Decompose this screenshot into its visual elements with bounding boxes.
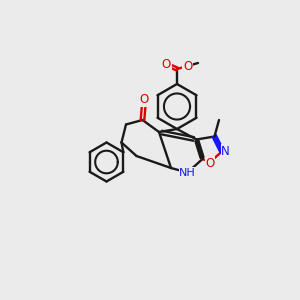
Text: NH: NH: [179, 167, 196, 178]
Text: O: O: [206, 157, 214, 170]
Text: O: O: [183, 59, 192, 73]
Text: O: O: [162, 58, 171, 71]
Text: N: N: [221, 145, 230, 158]
Text: O: O: [140, 93, 148, 106]
